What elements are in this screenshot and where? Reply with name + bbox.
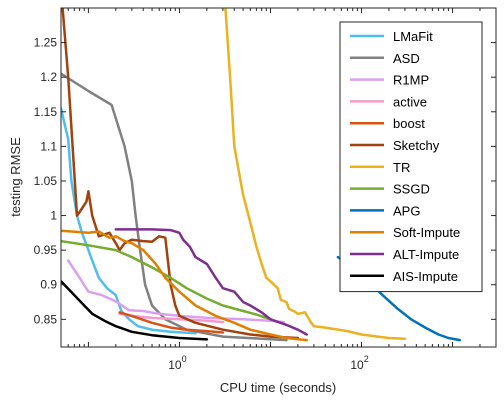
series-line-sketchy (61, 8, 300, 340)
legend-label: ALT-Impute (393, 247, 459, 262)
legend-label: R1MP (393, 73, 429, 88)
y-tick-label: 0.85 (34, 312, 58, 326)
legend-label: active (393, 94, 427, 109)
series-line-soft-impute (61, 229, 308, 342)
series-line-boost (118, 311, 225, 334)
legend-label: ASD (393, 51, 420, 66)
y-tick-label: 1.2 (40, 70, 57, 84)
y-axis-label: testing RMSE (8, 137, 23, 217)
plot-frame (60, 7, 497, 348)
legend-label: Soft-Impute (393, 225, 460, 240)
legend-label: SSGD (393, 182, 430, 197)
y-tick-label: 1 (50, 209, 57, 223)
series-line-ais-impute (61, 280, 209, 341)
legend-label: boost (393, 116, 425, 131)
y-tick-label: 0.9 (40, 278, 57, 292)
series-line-r1mp (66, 259, 286, 324)
legend-label: TR (393, 160, 410, 175)
y-tick-label: 1.25 (34, 36, 58, 50)
y-tick-label: 0.95 (34, 243, 58, 257)
legend-label: AIS-Impute (393, 269, 458, 284)
series-line-asd (61, 72, 288, 342)
legend-label: Sketchy (393, 138, 440, 153)
y-tick-label: 1.15 (34, 105, 58, 119)
legend: LMaFit ASD R1MP active boost Sketchy TR SSGD APG… (339, 21, 483, 293)
legend-label: APG (393, 203, 420, 218)
series-line-lmafit (61, 107, 197, 335)
series-line-tr (224, 8, 407, 340)
y-tick-label: 1.05 (34, 174, 58, 188)
legend-label: LMaFit (393, 29, 433, 44)
y-tick-label: 1.1 (40, 139, 57, 153)
legend-box (339, 21, 483, 293)
series-line-ssgd (61, 239, 272, 321)
series-line-alt-impute (114, 228, 308, 336)
x-axis-label: CPU time (seconds) (220, 380, 336, 395)
series-layer (61, 8, 462, 342)
